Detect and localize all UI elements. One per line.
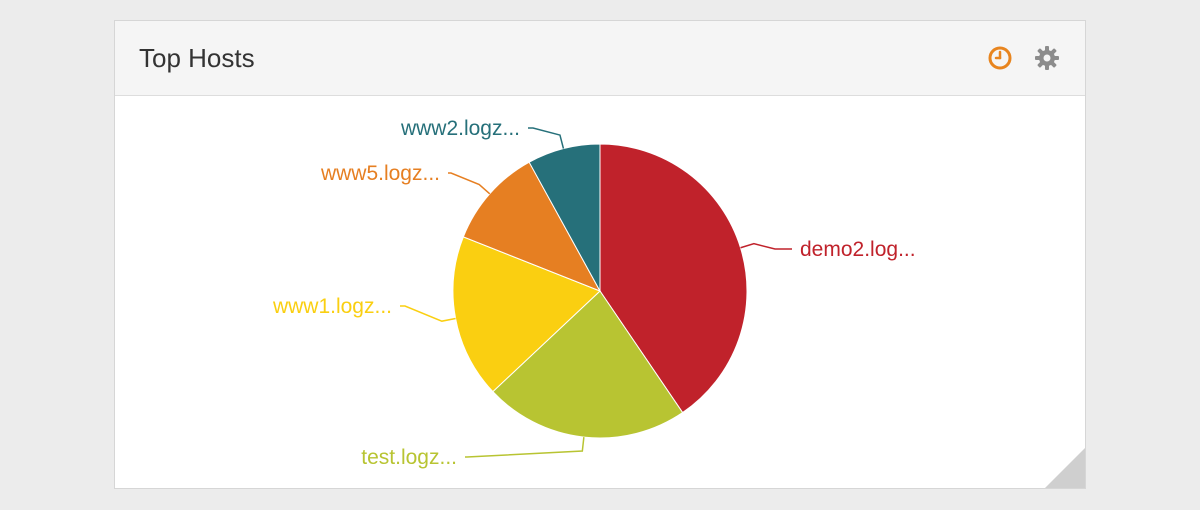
resize-handle-icon[interactable] [1045, 448, 1085, 488]
pie-chart: demo2.log... test.logz... www1.logz... www5… [115, 96, 1085, 488]
slice-connector-line [528, 127, 565, 149]
slice-label: test.logz... [361, 446, 457, 469]
slice-connector-line [448, 172, 491, 195]
slice-connector-line [465, 437, 585, 458]
slice-label: demo2.log... [800, 238, 916, 261]
pie-chart-svg: demo2.log... test.logz... www1.logz... www5… [272, 117, 916, 469]
slice-label: www1.logz... [272, 295, 392, 318]
slice-label: www5.logz... [320, 162, 440, 185]
gear-icon[interactable] [1034, 45, 1060, 71]
panel-title: Top Hosts [139, 43, 255, 73]
pie-slice[interactable] [462, 161, 602, 292]
slice-label: www2.logz... [400, 117, 520, 140]
top-hosts-panel: Top Hosts [114, 20, 1086, 489]
pie-slice[interactable] [599, 143, 748, 414]
pie-slice[interactable] [452, 236, 601, 393]
slice-connector-line [400, 305, 456, 322]
panel-header: Top Hosts [115, 21, 1085, 96]
pie-slice[interactable] [492, 290, 684, 439]
slice-connector-line [740, 242, 792, 250]
clock-icon[interactable] [987, 45, 1013, 71]
